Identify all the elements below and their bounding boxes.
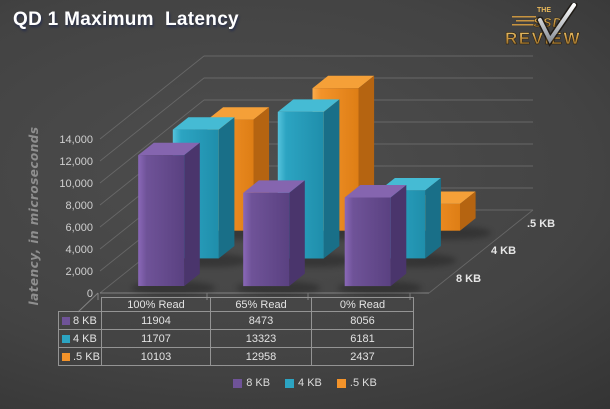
svg-text:latency, in microseconds: latency, in microseconds xyxy=(27,126,41,305)
logo-checkmark-icon xyxy=(538,3,576,44)
logo-the-text: THE xyxy=(537,7,551,14)
legend-item: 8 KB xyxy=(233,377,270,389)
legend-item: 4 KB xyxy=(285,377,322,389)
row-label: .5 KB xyxy=(58,347,102,366)
svg-text:14,000: 14,000 xyxy=(59,134,93,146)
table-cell: 11707 xyxy=(101,329,211,348)
table-cell: 2437 xyxy=(311,347,414,366)
ssd-review-logo: THE SSD REVIEW xyxy=(505,3,581,48)
chart-data-table: 100% Read 65% Read 0% Read 8 KB 11904 84… xyxy=(58,297,414,366)
series-swatch-icon xyxy=(336,378,346,388)
table-cell: 11904 xyxy=(101,311,211,330)
svg-text:10,000: 10,000 xyxy=(59,178,93,190)
table-cell: 8473 xyxy=(210,311,312,330)
chart-legend: 8 KB 4 KB .5 KB xyxy=(0,377,610,389)
series-swatch-icon xyxy=(62,352,70,361)
svg-text:4 KB: 4 KB xyxy=(491,245,516,257)
row-label: 8 KB xyxy=(58,311,102,330)
series-swatch-icon xyxy=(285,378,295,388)
svg-text:8 KB: 8 KB xyxy=(456,273,481,285)
column-header: 0% Read xyxy=(311,297,414,312)
svg-text:12,000: 12,000 xyxy=(59,156,93,168)
svg-text:4,000: 4,000 xyxy=(65,244,93,256)
table-cell: 6181 xyxy=(311,329,414,348)
column-header: 100% Read xyxy=(101,297,211,312)
table-cell: 12958 xyxy=(210,347,312,366)
series-swatch-icon xyxy=(62,334,70,343)
row-label: 4 KB xyxy=(58,329,102,348)
svg-text:8,000: 8,000 xyxy=(65,200,93,212)
svg-text:2,000: 2,000 xyxy=(65,266,93,278)
table-cell: 13323 xyxy=(210,329,312,348)
legend-item: .5 KB xyxy=(336,377,377,389)
table-row: 4 KB 11707 13323 6181 xyxy=(58,329,414,348)
series-swatch-icon xyxy=(233,378,243,388)
table-cell: 8056 xyxy=(311,311,414,330)
svg-text:0: 0 xyxy=(87,288,93,300)
logo-slat xyxy=(516,20,536,22)
column-header: 65% Read xyxy=(210,297,312,312)
svg-text:6,000: 6,000 xyxy=(65,222,93,234)
table-row: .5 KB 10103 12958 2437 xyxy=(58,347,414,366)
logo-review-text: REVIEW xyxy=(505,29,581,48)
bar xyxy=(243,180,305,287)
logo-slat xyxy=(512,16,536,18)
bar xyxy=(344,185,407,287)
table-cell: 10103 xyxy=(101,347,211,366)
bar xyxy=(138,142,200,287)
chart-title: QD 1 Maximum Latency xyxy=(13,9,239,30)
table-header-row: 100% Read 65% Read 0% Read xyxy=(59,297,414,312)
table-corner-cell xyxy=(59,298,102,312)
table-row: 8 KB 11904 8473 8056 xyxy=(58,311,414,330)
series-swatch-icon xyxy=(62,316,70,325)
logo-slat xyxy=(512,24,536,26)
svg-text:.5 KB: .5 KB xyxy=(527,218,555,230)
